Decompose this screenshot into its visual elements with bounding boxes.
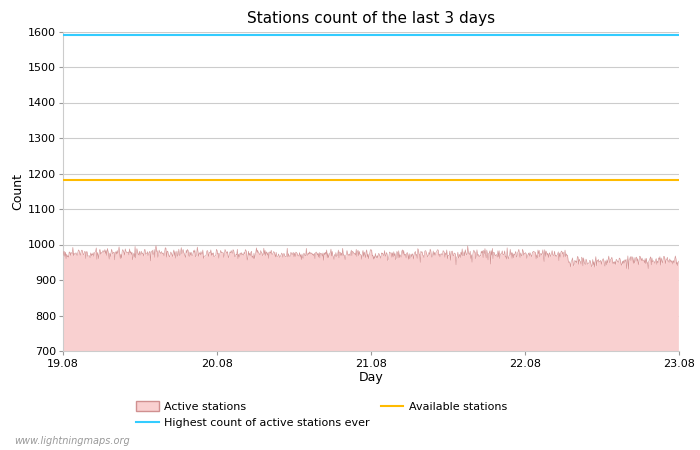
Legend: Active stations, Highest count of active stations ever, Available stations: Active stations, Highest count of active… [136,401,507,428]
Y-axis label: Count: Count [10,173,24,210]
X-axis label: Day: Day [358,371,384,384]
Title: Stations count of the last 3 days: Stations count of the last 3 days [247,11,495,26]
Text: www.lightningmaps.org: www.lightningmaps.org [14,436,130,446]
